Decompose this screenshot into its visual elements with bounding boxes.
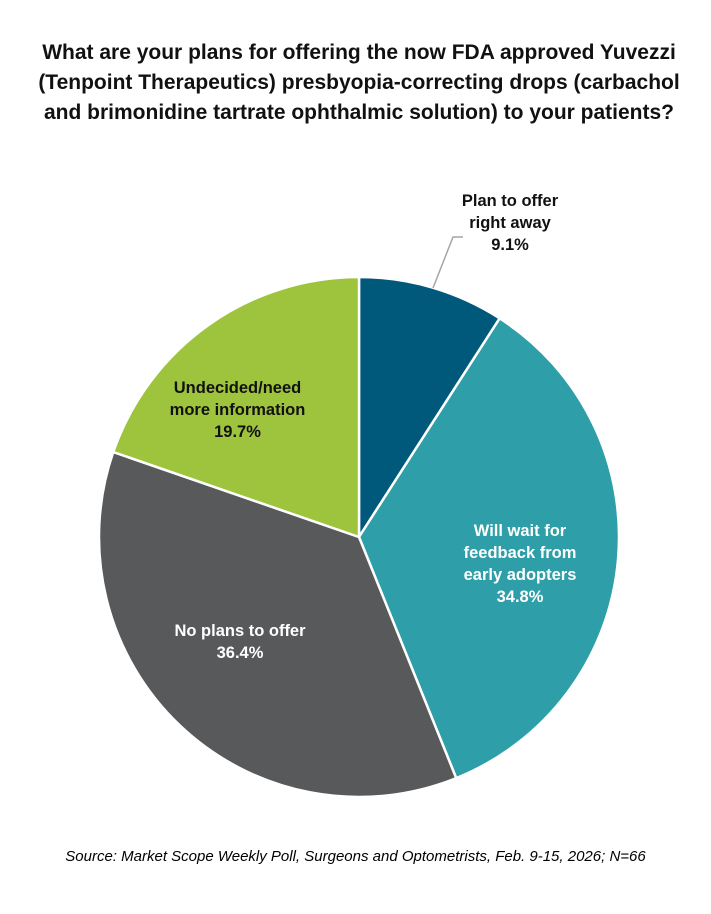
label-text: Will wait for feedback from early adopte… [463, 522, 577, 584]
pie-slice-2 [97, 450, 458, 799]
slice-label-undecided: Undecided/need more information 19.7% [150, 377, 325, 443]
pie-slice-1 [357, 316, 621, 780]
label-value: 19.7% [214, 423, 261, 441]
slice-label-no-plans: No plans to offer 36.4% [150, 620, 330, 664]
pie-slice-3 [111, 275, 361, 539]
slice-label-will-wait: Will wait for feedback from early adopte… [450, 520, 590, 608]
label-value: 34.8% [496, 588, 544, 606]
slice-label-plan-to-offer: Plan to offer right away 9.1% [440, 190, 580, 256]
label-value: 9.1% [491, 236, 529, 254]
chart-title: What are your plans for offering the now… [38, 41, 680, 124]
leader-line [432, 236, 463, 289]
label-text: Plan to offer right away [461, 192, 559, 232]
source-note: Source: Market Scope Weekly Poll, Surgeo… [65, 848, 646, 865]
pie-slice-0 [357, 275, 502, 542]
label-text: Undecided/need more information [169, 379, 306, 419]
label-text: No plans to offer [174, 622, 306, 640]
label-value: 36.4% [216, 644, 264, 662]
